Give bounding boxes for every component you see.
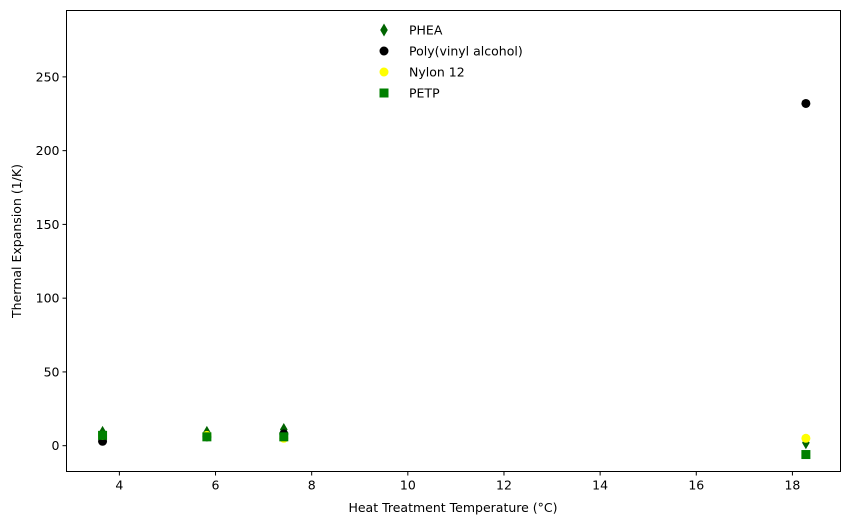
x-tick-label: 8: [308, 478, 316, 493]
x-tick-label: 12: [496, 478, 512, 493]
legend-marker-nylon-12: [379, 67, 389, 77]
x-tick-label: 6: [212, 478, 220, 493]
y-tick-label: 150: [36, 217, 60, 232]
plot-area: [66, 10, 841, 472]
data-point-poly-vinyl-alcohol: [801, 98, 811, 108]
data-point-petp: [801, 450, 811, 460]
x-tick-label: 16: [688, 478, 704, 493]
y-tick-label: 200: [36, 143, 60, 158]
legend: PHEA Poly(vinyl alcohol) Nylon 12 PETP: [379, 23, 523, 101]
x-tick-label: 18: [784, 478, 800, 493]
x-tick-label: 14: [592, 478, 608, 493]
legend-label-poly-vinyl-alcohol: Poly(vinyl alcohol): [409, 44, 523, 59]
y-tick-label: 50: [44, 364, 60, 379]
y-axis-title: Thermal Expansion (1/K): [9, 164, 24, 319]
legend-marker-poly-vinyl-alcohol: [379, 46, 389, 56]
data-point-petp: [98, 430, 108, 440]
y-tick-label: 250: [36, 69, 60, 84]
y-axis-ticks: 0 50 100 150 200 250: [36, 69, 67, 453]
legend-label-petp: PETP: [409, 86, 440, 101]
legend-marker-phea: [380, 23, 388, 37]
y-tick-label: 100: [36, 291, 60, 306]
data-points: [98, 98, 811, 460]
legend-label-nylon-12: Nylon 12: [409, 65, 465, 80]
x-tick-label: 4: [115, 478, 123, 493]
x-axis-ticks: 4 6 8 10 12 14 16 18: [115, 471, 800, 493]
legend-marker-petp: [379, 88, 389, 98]
data-point-petp: [202, 432, 212, 442]
data-point-petp: [279, 432, 289, 442]
data-point-nylon-12: [801, 433, 811, 443]
y-tick-label: 0: [52, 438, 60, 453]
x-tick-label: 10: [400, 478, 416, 493]
legend-label-phea: PHEA: [409, 23, 443, 38]
x-axis-title: Heat Treatment Temperature (°C): [348, 500, 557, 515]
